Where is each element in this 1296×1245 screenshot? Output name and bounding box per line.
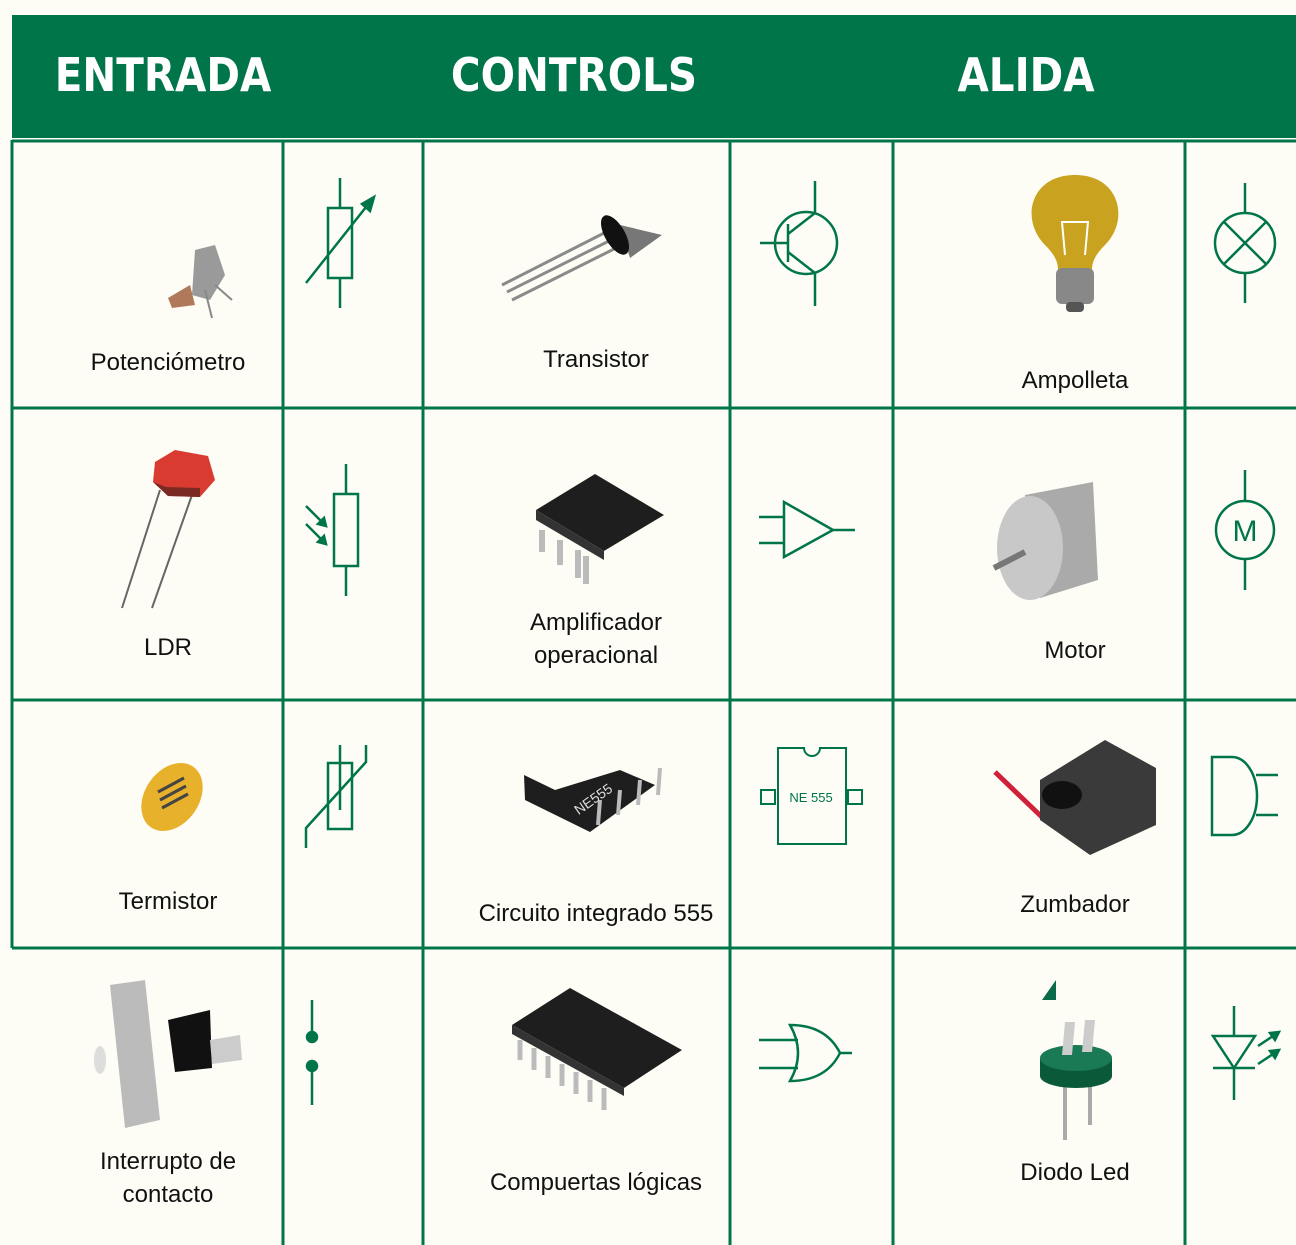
photo-buzzer bbox=[993, 740, 1156, 855]
symbol-motor bbox=[1214, 470, 1276, 590]
component-label: Compuertas lógicas bbox=[489, 1169, 703, 1196]
component-label: Ampolleta bbox=[1021, 367, 1129, 394]
photo-transistor bbox=[501, 215, 662, 302]
symbol-555 bbox=[760, 747, 863, 845]
photo-555 bbox=[524, 767, 662, 832]
component-label: Amplificador operacional bbox=[529, 609, 663, 669]
component-label: Termistor bbox=[118, 888, 218, 915]
photo-potentiometer bbox=[168, 245, 233, 319]
symbol-switch bbox=[305, 1000, 319, 1105]
component-label: LDR bbox=[143, 634, 192, 661]
photo-bulb bbox=[1031, 175, 1119, 312]
grid bbox=[10, 139, 1296, 1245]
symbol-lamp bbox=[1213, 183, 1277, 303]
photo-ldr bbox=[121, 450, 215, 609]
component-label: Circuito integrado 555 bbox=[478, 900, 714, 927]
component-label: Diodo Led bbox=[1020, 1159, 1130, 1186]
photo-switch bbox=[94, 980, 242, 1128]
component-label: Motor bbox=[1044, 637, 1106, 664]
symbol-thermistor bbox=[304, 745, 368, 848]
photo-thermistor bbox=[141, 762, 203, 832]
symbol-op-amp bbox=[759, 499, 855, 560]
symbol-motor-text: M bbox=[1233, 515, 1258, 548]
symbol-ldr bbox=[305, 464, 360, 596]
header-bar bbox=[12, 15, 1296, 138]
photo-logic-chip bbox=[512, 988, 682, 1110]
column-header: ALIDA bbox=[957, 48, 1095, 102]
symbol-variable-resistor bbox=[305, 178, 377, 308]
photo-op-amp bbox=[536, 474, 664, 584]
photo-led bbox=[1040, 980, 1112, 1140]
component-label: Zumbador bbox=[1020, 891, 1130, 918]
symbol-transistor bbox=[760, 181, 839, 306]
symbol-or-gate bbox=[759, 1023, 852, 1083]
component-label: Transistor bbox=[543, 346, 649, 373]
column-header: ENTRADA bbox=[54, 48, 272, 102]
component-label: Interrupto de contacto bbox=[99, 1148, 237, 1208]
component-label: Potenciómetro bbox=[90, 349, 246, 376]
symbol-led bbox=[1210, 1006, 1282, 1100]
column-header: CONTROLS bbox=[450, 48, 698, 102]
photo-motor bbox=[992, 482, 1098, 600]
symbol-buzzer bbox=[1210, 755, 1278, 837]
symbol-555-text: NE 555 bbox=[789, 790, 832, 805]
